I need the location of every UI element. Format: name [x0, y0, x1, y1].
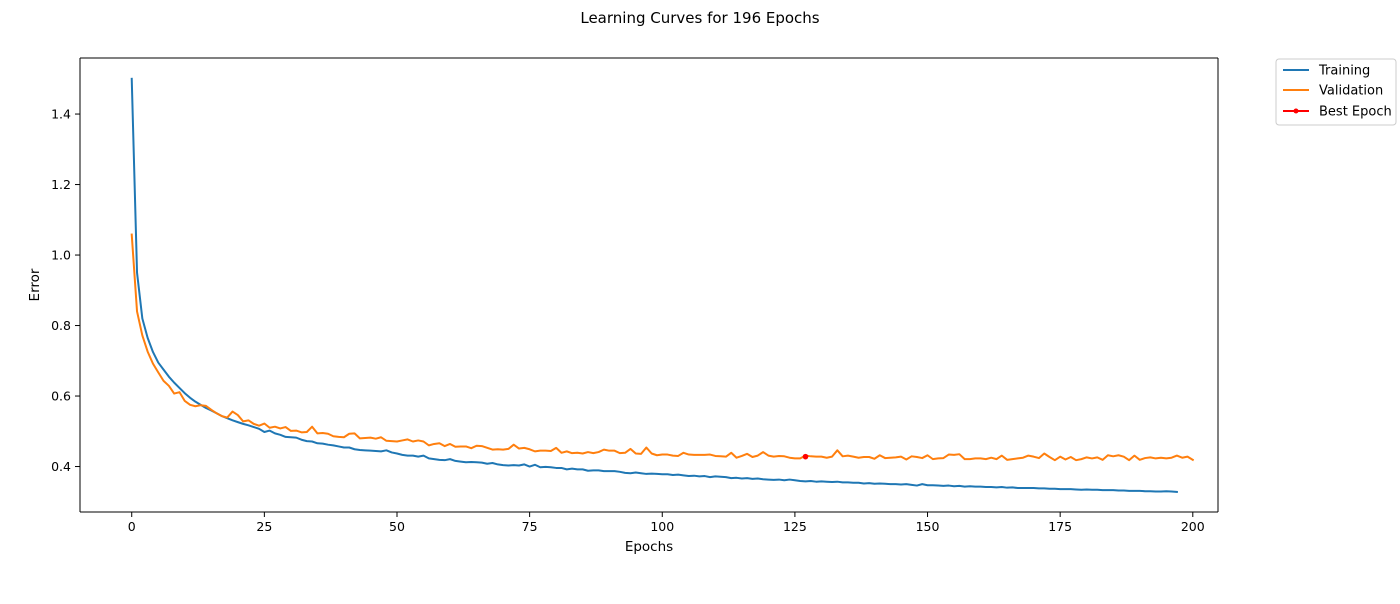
best-epoch-marker: [802, 453, 809, 460]
legend-marker-best-epoch: [1293, 108, 1299, 114]
legend: Training Validation Best Epoch: [1275, 58, 1397, 126]
x-tick-label: 50: [389, 519, 405, 534]
x-tick-label: 125: [783, 519, 807, 534]
y-axis-label: Error: [27, 268, 43, 301]
chart-title: Learning Curves for 196 Epochs: [580, 9, 819, 27]
training-series-line: [130, 77, 1178, 493]
y-tick-label: 0.4: [51, 459, 71, 474]
x-axis-ticks: 0 25 50 75 100 125 150 175 200: [128, 512, 1205, 534]
legend-label-training: Training: [1318, 64, 1370, 79]
x-tick-label: 200: [1181, 519, 1205, 534]
y-tick-label: 0.6: [51, 389, 71, 404]
legend-frame: [1275, 58, 1397, 126]
x-tick-label: 75: [522, 519, 538, 534]
y-tick-label: 1.4: [51, 107, 71, 122]
validation-series-line: [130, 233, 1195, 462]
x-tick-label: 150: [916, 519, 940, 534]
y-axis-ticks: 0.4 0.6 0.8 1.0 1.2 1.4: [51, 107, 80, 474]
x-tick-label: 0: [128, 519, 136, 534]
x-tick-label: 100: [650, 519, 674, 534]
y-tick-label: 1.2: [51, 177, 71, 192]
legend-label-best-epoch: Best Epoch: [1319, 105, 1392, 120]
series-layer: [130, 77, 1195, 493]
x-axis-label: Epochs: [625, 539, 673, 555]
plot-area: [80, 58, 1218, 512]
axes-frame: [79, 57, 1219, 513]
y-tick-label: 0.8: [51, 318, 71, 333]
x-tick-label: 25: [256, 519, 272, 534]
y-tick-label: 1.0: [51, 248, 71, 263]
x-tick-label: 175: [1048, 519, 1072, 534]
legend-label-validation: Validation: [1319, 84, 1383, 99]
